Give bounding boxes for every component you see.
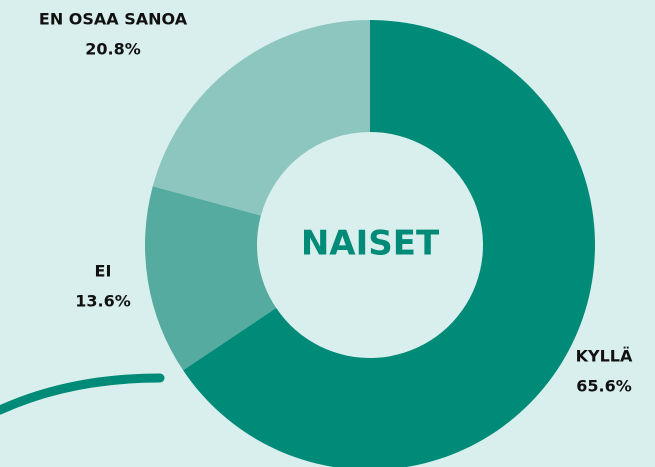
category-label: EN OSAA SANOA [39, 10, 188, 29]
value-label: 20.8% [85, 40, 141, 59]
donut [144, 20, 595, 467]
donut-slice [144, 186, 277, 371]
donut-slice [183, 20, 595, 467]
value-label: 65.6% [576, 377, 632, 396]
category-label: KYLLÄ [576, 347, 633, 366]
value-label: 13.6% [75, 292, 131, 311]
donut-slice [152, 20, 370, 216]
category-label: EI [95, 262, 112, 281]
decorative-curve [0, 373, 165, 415]
center-label: NAISET [301, 224, 440, 264]
